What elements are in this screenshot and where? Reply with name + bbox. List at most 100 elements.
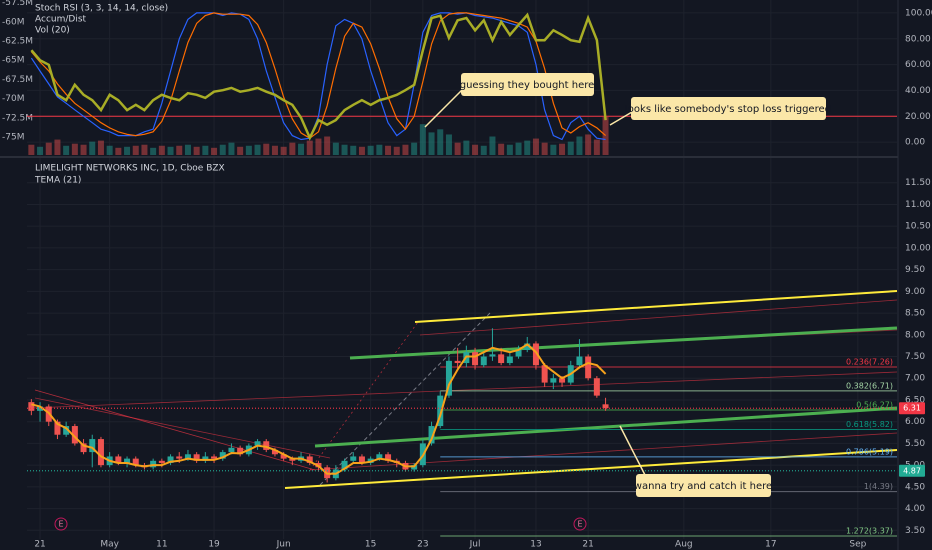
candle-body bbox=[472, 352, 479, 366]
channel-mid bbox=[314, 406, 898, 448]
volume-bar bbox=[298, 143, 305, 155]
volume-bar bbox=[532, 138, 539, 155]
callout-text: wanna try and catch it here bbox=[634, 481, 772, 492]
candle-body bbox=[541, 365, 548, 383]
volume-bar bbox=[124, 146, 131, 155]
volume-bar bbox=[332, 142, 339, 155]
volume-bar bbox=[358, 146, 365, 155]
volume-bar bbox=[141, 144, 148, 155]
x-tick-label: Aug bbox=[675, 540, 693, 550]
volume-bar bbox=[463, 140, 470, 155]
candle-body bbox=[89, 439, 96, 453]
volume-bar bbox=[550, 144, 557, 155]
volume-bar bbox=[437, 129, 444, 155]
candle-body bbox=[184, 454, 191, 459]
trend-line bbox=[419, 299, 898, 336]
earnings-marker[interactable] bbox=[54, 517, 68, 531]
dashed-line bbox=[319, 312, 491, 486]
volume-bar bbox=[376, 144, 383, 155]
volume-bar bbox=[228, 142, 235, 155]
y2-tick-label: -70M bbox=[2, 94, 24, 104]
price-badge-label: 4.87 bbox=[903, 466, 921, 475]
y-tick-label: 9.50 bbox=[905, 265, 925, 275]
y2-tick-label: -62.5M bbox=[2, 37, 33, 47]
trend-line bbox=[31, 371, 898, 409]
candle-body bbox=[202, 456, 209, 461]
fib-label: 0.5(6.27) bbox=[856, 400, 893, 409]
earnings-marker[interactable] bbox=[573, 517, 587, 531]
channel-bottom bbox=[284, 449, 898, 489]
drawings bbox=[0, 0, 899, 550]
volume-bar bbox=[97, 140, 104, 155]
candle-body bbox=[524, 343, 531, 350]
volume-bar bbox=[480, 145, 487, 155]
candle-body bbox=[167, 456, 174, 463]
fib-label: 0.382(6.71) bbox=[846, 381, 893, 390]
y2-tick-label: -57.5M bbox=[2, 0, 33, 8]
x-tick-label: 23 bbox=[417, 540, 428, 550]
volume-bar bbox=[158, 145, 165, 155]
trend-line bbox=[34, 389, 316, 471]
price-badge bbox=[899, 402, 925, 415]
y2-tick-label: -72.5M bbox=[2, 113, 33, 123]
candle-body bbox=[158, 460, 165, 463]
x-tick-label: Jun bbox=[276, 540, 291, 550]
volume-bar bbox=[89, 141, 96, 155]
candle-body bbox=[341, 460, 348, 470]
x-tick-label: 21 bbox=[582, 540, 593, 550]
volume-bar bbox=[167, 146, 174, 155]
volume-bar bbox=[585, 134, 592, 155]
callout-text: guessing they bought here bbox=[460, 80, 595, 91]
y-tick-label: 6.50 bbox=[905, 395, 925, 405]
marks-layer: 0.236(7.26) 0.382(6.71) 0.5(6.27) 0.618(5.8… bbox=[27, 12, 925, 537]
annotations: Stoch RSI (3, 3, 14, 14, close) Accum/Di… bbox=[34, 4, 831, 531]
fib-label: 0.236(7.26) bbox=[846, 357, 893, 366]
volume-bar bbox=[411, 142, 418, 155]
y-tick-label: 80.00 bbox=[905, 34, 931, 44]
candle-body bbox=[193, 454, 200, 461]
candle-body bbox=[385, 454, 392, 461]
candle-body bbox=[585, 356, 592, 379]
candle-body bbox=[437, 395, 444, 427]
candle-body bbox=[576, 356, 583, 366]
volume-bar bbox=[28, 144, 35, 155]
y-tick-label: 40.00 bbox=[905, 86, 931, 96]
candle-body bbox=[515, 350, 522, 357]
y-tick-label: 9.00 bbox=[905, 287, 925, 297]
indicator-label: TEMA (21) bbox=[34, 176, 81, 186]
volume-bar bbox=[489, 136, 496, 155]
volume-bar bbox=[80, 144, 87, 155]
volume-bar bbox=[506, 144, 513, 155]
indicator-line bbox=[30, 12, 606, 139]
candle-body bbox=[124, 458, 131, 463]
channel-top bbox=[414, 290, 898, 323]
volume-bar bbox=[263, 143, 270, 155]
volume-bar bbox=[428, 132, 435, 155]
candle-body bbox=[454, 360, 461, 364]
candle-body bbox=[358, 456, 365, 463]
volume-bar bbox=[515, 142, 522, 155]
y-tick-label: 6.00 bbox=[905, 417, 925, 427]
candle-body bbox=[132, 458, 139, 466]
volume-bar bbox=[498, 143, 505, 155]
candle-body bbox=[280, 454, 287, 459]
x-tick-label: 17 bbox=[765, 540, 776, 550]
volume-bar bbox=[306, 140, 313, 155]
volume-bar bbox=[280, 146, 287, 155]
candle-body bbox=[559, 378, 566, 383]
candle-body bbox=[480, 356, 487, 366]
callout-arrow bbox=[424, 89, 463, 128]
candle-body bbox=[71, 426, 78, 444]
y-tick-label: 11.00 bbox=[905, 200, 931, 210]
earnings-label: E bbox=[577, 520, 582, 529]
tema-line bbox=[31, 343, 607, 475]
candle-body bbox=[428, 426, 435, 444]
candle-body bbox=[97, 439, 104, 466]
candle-body bbox=[219, 452, 226, 459]
candle-body bbox=[115, 456, 122, 463]
volume-bar bbox=[71, 143, 78, 155]
x-tick-label: 15 bbox=[365, 540, 376, 550]
volume-bar bbox=[115, 147, 122, 155]
callout-arrow bbox=[619, 425, 646, 476]
